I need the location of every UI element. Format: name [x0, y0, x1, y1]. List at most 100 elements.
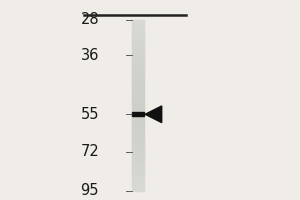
Bar [132, 155, 144, 157]
Bar [132, 89, 144, 91]
Bar [132, 81, 144, 83]
Bar [132, 129, 144, 131]
Bar [132, 27, 144, 28]
Bar [132, 41, 144, 43]
Bar [132, 69, 144, 71]
Bar [132, 42, 144, 44]
Bar [132, 171, 144, 172]
Text: 55: 55 [80, 107, 99, 122]
Bar [132, 122, 144, 124]
Bar [132, 31, 144, 33]
Bar [132, 165, 144, 167]
Bar [132, 87, 144, 88]
Bar [132, 21, 144, 23]
Bar [132, 50, 144, 51]
Bar [132, 68, 144, 70]
Bar [132, 60, 144, 61]
Bar [132, 109, 144, 111]
Bar [132, 142, 144, 144]
Bar [132, 37, 144, 38]
Bar [132, 151, 144, 152]
Bar [132, 183, 144, 185]
Bar [132, 112, 144, 114]
Bar [132, 78, 144, 80]
Bar [132, 186, 144, 188]
Bar [132, 146, 144, 148]
Bar [132, 72, 144, 74]
Bar [132, 132, 144, 134]
Bar [132, 104, 144, 105]
Bar [132, 188, 144, 189]
Bar [132, 30, 144, 31]
Bar [132, 141, 144, 142]
Bar [132, 148, 144, 149]
Bar [132, 173, 144, 175]
Bar [132, 57, 144, 58]
Bar [132, 112, 144, 116]
Bar [132, 118, 144, 120]
Bar [132, 161, 144, 162]
Bar [132, 51, 144, 53]
Bar [132, 153, 144, 155]
Bar [132, 121, 144, 122]
Bar [132, 128, 144, 129]
Bar [132, 54, 144, 55]
Bar [132, 124, 144, 125]
Bar [132, 58, 144, 60]
Bar [132, 152, 144, 154]
Text: 95: 95 [80, 183, 99, 198]
Bar [132, 92, 144, 94]
Bar [132, 108, 144, 110]
Bar [132, 65, 144, 67]
Bar [132, 82, 144, 84]
Bar [132, 119, 144, 121]
Bar [132, 114, 144, 115]
Text: 36: 36 [81, 48, 99, 63]
Bar [132, 181, 144, 182]
Bar [132, 95, 144, 97]
Bar [132, 55, 144, 57]
Bar [132, 32, 144, 34]
Bar [132, 34, 144, 36]
Bar [132, 45, 144, 47]
Bar [132, 98, 144, 100]
Bar [132, 139, 144, 141]
Bar [132, 156, 144, 158]
Bar [132, 99, 144, 101]
Bar [132, 168, 144, 169]
Bar [132, 97, 144, 98]
Bar [132, 182, 144, 184]
Bar [132, 149, 144, 151]
Bar [132, 136, 144, 138]
Bar [132, 166, 144, 168]
Bar [132, 145, 144, 147]
Text: 72: 72 [80, 144, 99, 159]
Bar [132, 79, 144, 81]
Bar [132, 35, 144, 37]
Bar [132, 185, 144, 186]
Bar [132, 74, 144, 75]
Bar [132, 91, 144, 92]
Bar [132, 172, 144, 174]
Bar [132, 126, 144, 128]
Bar [132, 40, 144, 41]
Bar [132, 179, 144, 181]
Bar [132, 77, 144, 78]
Bar [132, 28, 144, 30]
Polygon shape [145, 106, 162, 123]
Bar [132, 116, 144, 118]
Bar [132, 178, 144, 179]
Bar [132, 24, 144, 26]
Bar [132, 64, 144, 65]
Bar [132, 134, 144, 135]
Bar [132, 135, 144, 137]
Bar [132, 111, 144, 112]
Bar [132, 107, 144, 108]
Bar [132, 101, 144, 102]
Bar [132, 105, 144, 107]
Bar [132, 125, 144, 127]
Bar [132, 47, 144, 48]
Bar [132, 52, 144, 54]
Bar [132, 75, 144, 77]
Bar [132, 144, 144, 145]
